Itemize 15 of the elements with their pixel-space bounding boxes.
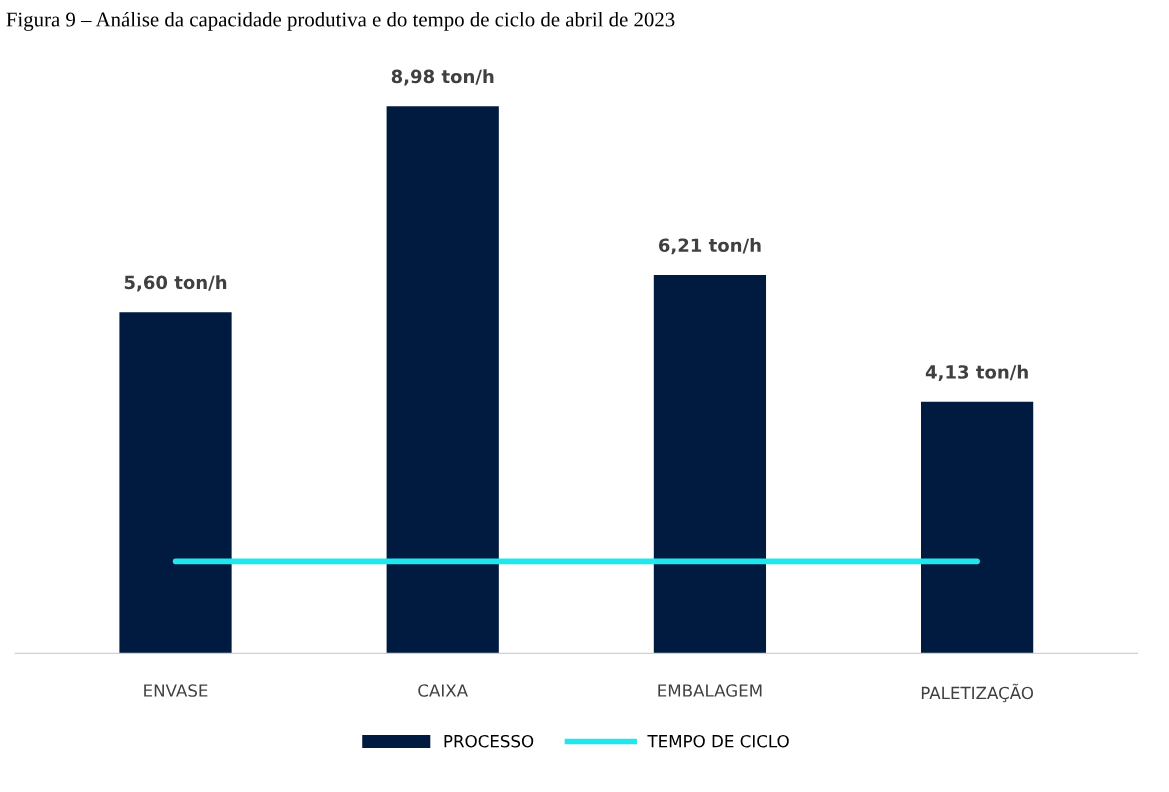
legend-label: TEMPO DE CICLO — [647, 734, 789, 748]
bar — [921, 401, 1034, 654]
data-label: 5,60 ton/h — [124, 275, 227, 292]
x-tick-label: EMBALAGEM — [658, 684, 762, 697]
chart-title: Figura 9 – Análise da capacidade produtiva e do tempo de ciclo de abril de 2023 — [6, 11, 675, 31]
x-tick-label: CAIXA — [418, 684, 468, 697]
data-label: 4,13 ton/h — [925, 364, 1028, 382]
x-tick-label: PALETIZAÇÃO — [921, 683, 1034, 703]
bar — [653, 274, 767, 654]
data-label: 8,98 ton/h — [391, 69, 494, 86]
bar — [119, 312, 232, 654]
legend-label: PROCESSO — [444, 734, 534, 748]
bar — [386, 106, 499, 654]
data-label: 6,21 ton/h — [658, 238, 761, 255]
x-tick-label: ENVASE — [144, 684, 208, 697]
